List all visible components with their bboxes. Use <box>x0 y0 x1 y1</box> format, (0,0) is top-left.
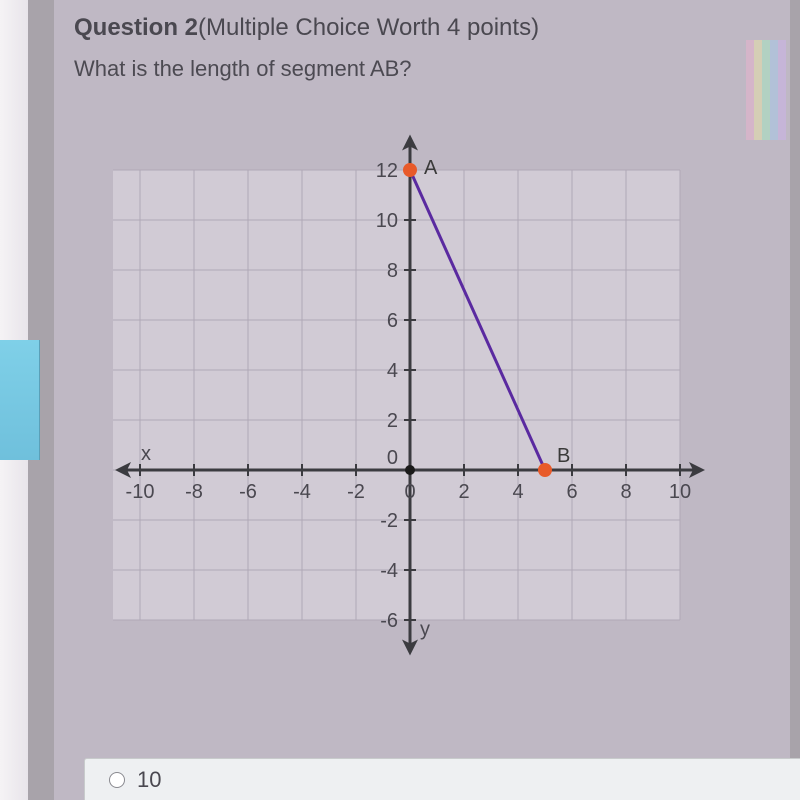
svg-text:-4: -4 <box>293 481 311 503</box>
svg-text:8: 8 <box>387 260 398 282</box>
svg-text:x: x <box>141 443 151 465</box>
svg-text:-4: -4 <box>380 560 398 582</box>
svg-text:10: 10 <box>669 481 691 503</box>
window-chrome-accent <box>0 340 40 460</box>
svg-text:-6: -6 <box>380 610 398 632</box>
answer-option-row[interactable]: 10 <box>84 758 800 800</box>
svg-text:-2: -2 <box>347 481 365 503</box>
svg-text:0: 0 <box>404 481 415 503</box>
grid-layer <box>113 170 680 620</box>
svg-text:6: 6 <box>566 481 577 503</box>
svg-text:12: 12 <box>376 160 398 182</box>
svg-text:-10: -10 <box>126 481 155 503</box>
radio-icon[interactable] <box>109 772 125 788</box>
svg-text:-6: -6 <box>239 481 257 503</box>
question-worth: (Multiple Choice Worth 4 points) <box>198 14 539 41</box>
svg-text:8: 8 <box>620 481 631 503</box>
question-title: Question 2(Multiple Choice Worth 4 point… <box>74 14 539 41</box>
svg-text:-2: -2 <box>380 510 398 532</box>
svg-text:0: 0 <box>387 447 398 469</box>
svg-text:2: 2 <box>387 410 398 432</box>
svg-text:6: 6 <box>387 310 398 332</box>
answer-option-text: 10 <box>137 767 161 793</box>
svg-text:A: A <box>424 157 438 179</box>
svg-text:B: B <box>557 445 570 467</box>
question-prompt: What is the length of segment AB? <box>54 46 790 100</box>
question-header: Question 2(Multiple Choice Worth 4 point… <box>54 0 790 46</box>
svg-text:y: y <box>420 619 430 641</box>
svg-text:-8: -8 <box>185 481 203 503</box>
question-panel: Question 2(Multiple Choice Worth 4 point… <box>54 0 790 800</box>
graph-svg: -10 -8 -6 -4 -2 0 2 4 6 8 10 2 4 6 8 10 12 -2 -4 -6 0 x y A B <box>74 100 754 660</box>
coordinate-graph: -10 -8 -6 -4 -2 0 2 4 6 8 10 2 4 6 8 10 12 -2 -4 -6 0 x y A B <box>74 100 754 660</box>
svg-text:4: 4 <box>387 360 398 382</box>
screen-glare-artifact <box>746 40 792 140</box>
question-number: Question 2 <box>74 14 198 41</box>
svg-text:2: 2 <box>458 481 469 503</box>
svg-text:10: 10 <box>376 210 398 232</box>
svg-text:4: 4 <box>512 481 523 503</box>
